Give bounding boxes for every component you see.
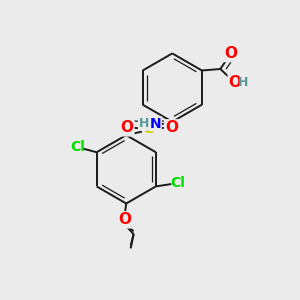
Text: O: O (229, 75, 242, 90)
Text: N: N (150, 117, 161, 130)
Text: O: O (121, 120, 134, 135)
Text: O: O (118, 212, 131, 227)
Text: H: H (238, 76, 249, 88)
Text: O: O (165, 120, 178, 135)
Text: O: O (224, 46, 237, 61)
Text: Cl: Cl (170, 176, 185, 190)
Text: H: H (139, 117, 149, 130)
Text: Cl: Cl (70, 140, 85, 154)
Text: S: S (143, 119, 155, 137)
